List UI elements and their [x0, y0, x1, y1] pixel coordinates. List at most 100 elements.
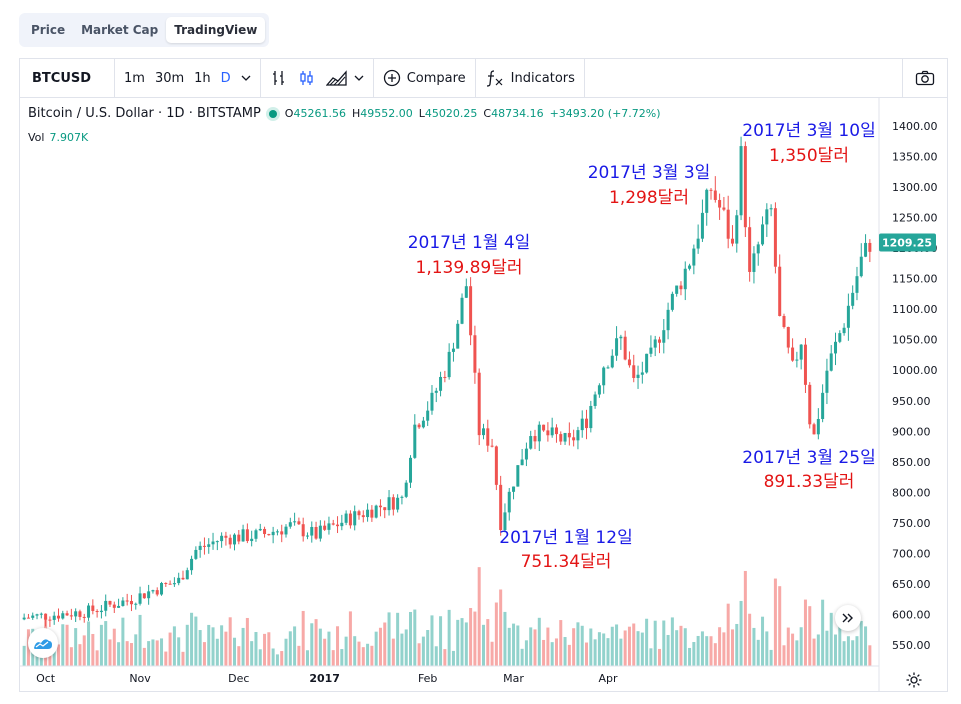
- volume-bar: [477, 567, 481, 666]
- volume-bar: [177, 637, 181, 666]
- screenshot-button[interactable]: [907, 69, 947, 87]
- candle-body: [606, 367, 610, 369]
- tab-market-cap[interactable]: Market Cap: [81, 23, 159, 37]
- candle-body: [267, 534, 271, 536]
- annotation-price: 1,298달러: [609, 188, 689, 208]
- chart-settings-button[interactable]: [904, 670, 924, 690]
- volume-bar: [606, 638, 610, 666]
- candle-body: [69, 615, 73, 617]
- candle-body: [859, 256, 863, 277]
- volume-bar: [589, 628, 593, 666]
- volume-bar: [245, 617, 249, 666]
- price-tick-label: 850.00: [892, 456, 931, 469]
- candle-body: [78, 611, 82, 617]
- price-tick-label: 700.00: [892, 547, 931, 560]
- candle-body: [533, 436, 537, 442]
- candle-body: [138, 593, 142, 604]
- candle-body: [48, 619, 52, 621]
- candle-body: [224, 535, 228, 538]
- annotation-date: 2017년 3월 25일: [742, 448, 875, 468]
- candle-body: [284, 526, 288, 535]
- price-chart[interactable]: 1400.00 1350.00 1300.00 1250.00 1200.00 1150.…: [20, 59, 947, 691]
- time-tick-label: Apr: [598, 672, 618, 685]
- candle-body: [87, 605, 91, 618]
- volume-bar: [700, 631, 704, 666]
- volume-bar: [576, 622, 580, 666]
- volume-bar: [718, 627, 722, 666]
- volume-bar: [726, 603, 730, 666]
- volume-bar: [512, 623, 516, 666]
- candle-body: [275, 531, 279, 533]
- price-tick-label: 650.00: [892, 578, 931, 591]
- candle-body: [597, 385, 601, 395]
- price-axis[interactable]: 1400.00 1350.00 1300.00 1250.00 1200.00 1150.…: [892, 120, 938, 652]
- price-tick-label: 950.00: [892, 395, 931, 408]
- tab-tradingview[interactable]: TradingView: [166, 17, 266, 43]
- candle-body: [670, 293, 674, 310]
- interval-1m[interactable]: 1m: [124, 70, 145, 86]
- candle-body: [65, 613, 69, 616]
- compare-button[interactable]: Compare: [378, 69, 471, 87]
- volume-bar: [636, 631, 640, 666]
- candle-body: [112, 604, 116, 608]
- candle-body: [653, 339, 657, 348]
- volume-bar: [812, 638, 816, 666]
- candle-body: [31, 615, 35, 618]
- candle-body: [795, 359, 799, 361]
- volume-bar: [503, 611, 507, 666]
- bar-chart-button[interactable]: [265, 69, 293, 87]
- interval-d[interactable]: D: [220, 70, 231, 86]
- chevron-down-icon: [354, 75, 364, 81]
- volume-bar: [134, 634, 138, 666]
- volume-bar: [370, 645, 374, 666]
- volume-bar: [293, 626, 297, 666]
- volume-bar: [791, 633, 795, 666]
- candle-body: [280, 531, 284, 535]
- symbol-selector[interactable]: BTCUSD: [32, 70, 92, 86]
- volume-bar: [215, 638, 219, 666]
- chevron-down-icon: [241, 75, 251, 81]
- candle-body: [709, 189, 713, 191]
- candle-body: [645, 353, 649, 373]
- candle-body: [400, 496, 404, 498]
- scroll-to-realtime-button[interactable]: [835, 605, 861, 631]
- candle-body: [108, 600, 112, 605]
- annotation-date: 2017년 3월 3일: [588, 163, 711, 183]
- candle-body: [610, 355, 614, 368]
- candle-body: [589, 405, 593, 429]
- candle-chart-button[interactable]: [293, 69, 321, 87]
- volume-bar: [494, 602, 498, 666]
- volume-bar: [623, 630, 627, 666]
- candle-body: [499, 484, 503, 531]
- time-axis[interactable]: Oct Nov Dec 2017 Feb Mar Apr: [36, 672, 618, 685]
- candle-body: [211, 541, 215, 545]
- area-chart-icon: [325, 70, 347, 86]
- volume-bar: [864, 626, 868, 666]
- volume-bar: [194, 616, 198, 666]
- series-title: Bitcoin / U.S. Dollar · 1D · BITSTAMP: [28, 106, 261, 121]
- candle-body: [82, 616, 86, 618]
- volume-bar: [142, 647, 146, 666]
- interval-1h[interactable]: 1h: [194, 70, 211, 86]
- interval-dropdown[interactable]: [236, 73, 256, 83]
- compare-label: Compare: [406, 70, 466, 86]
- volume-bar: [649, 648, 653, 666]
- candle-body: [391, 497, 395, 510]
- volume-bar: [172, 626, 176, 666]
- candle-body: [451, 348, 455, 352]
- indicators-button[interactable]: Indicators: [480, 69, 580, 87]
- area-chart-button[interactable]: [321, 69, 369, 87]
- last-price-box: [879, 233, 936, 252]
- candle-body: [627, 359, 631, 366]
- candle-body: [327, 523, 331, 530]
- interval-30m[interactable]: 30m: [154, 70, 185, 86]
- candle-body: [374, 505, 378, 518]
- volume-bar: [499, 589, 503, 666]
- volume-bar: [280, 651, 284, 666]
- candle-body: [305, 535, 309, 537]
- candle-body: [559, 434, 563, 442]
- volume-bar: [748, 613, 752, 666]
- tradingview-logo-button[interactable]: [28, 628, 58, 658]
- tab-price[interactable]: Price: [31, 23, 66, 37]
- candle-body: [679, 285, 683, 290]
